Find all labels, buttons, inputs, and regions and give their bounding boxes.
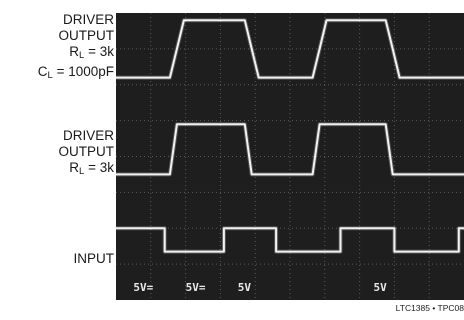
trace2-rl-prefix: R — [69, 160, 80, 175]
trace1-rl-label: RL = 3k — [38, 44, 114, 64]
trace3-label-line1: INPUT — [73, 251, 115, 266]
trace2-rl-sub: L — [79, 166, 85, 177]
trace2-rl-value: = 3k — [84, 160, 114, 175]
trace-3-line — [116, 227, 464, 253]
trace-2-line — [116, 123, 464, 176]
trace2-rl-label: RL = 3k — [59, 160, 114, 180]
trace1-label-line2: OUTPUT — [58, 28, 115, 43]
scale-labels: 5V= 5V= 5V 5V — [133, 281, 387, 294]
trace1-cl-label: CL = 1000pF — [38, 64, 114, 84]
trace1-cl-prefix: C — [37, 64, 48, 79]
trace3-label: INPUT — [74, 251, 115, 267]
figure-id: LTC1385 • TPC08 — [395, 303, 464, 313]
waveform-traces — [116, 18, 464, 254]
trace2-label-line2: OUTPUT — [58, 144, 115, 159]
scale-label: 5V — [238, 281, 252, 294]
scale-label: 5V= — [186, 281, 206, 294]
trace1-rl-value: = 3k — [84, 44, 114, 59]
trace1-rl-prefix: R — [69, 44, 80, 59]
oscilloscope-screen: 5V= 5V= 5V 5V — [116, 13, 464, 300]
trace1-label: DRIVER OUTPUT RL = 3k CL = 1000pF — [38, 12, 114, 84]
trace1-label-line1: DRIVER — [62, 12, 114, 27]
trace-1-line — [116, 19, 464, 79]
trace1-cl-sub: L — [47, 70, 53, 81]
trace1-rl-sub: L — [79, 50, 85, 61]
scale-label: 5V — [374, 281, 388, 294]
trace2-label-line1: DRIVER — [62, 128, 114, 143]
trace2-label: DRIVER OUTPUT RL = 3k — [59, 128, 115, 180]
trace1-cl-value: = 1000pF — [52, 64, 114, 79]
scale-label: 5V= — [133, 281, 153, 294]
